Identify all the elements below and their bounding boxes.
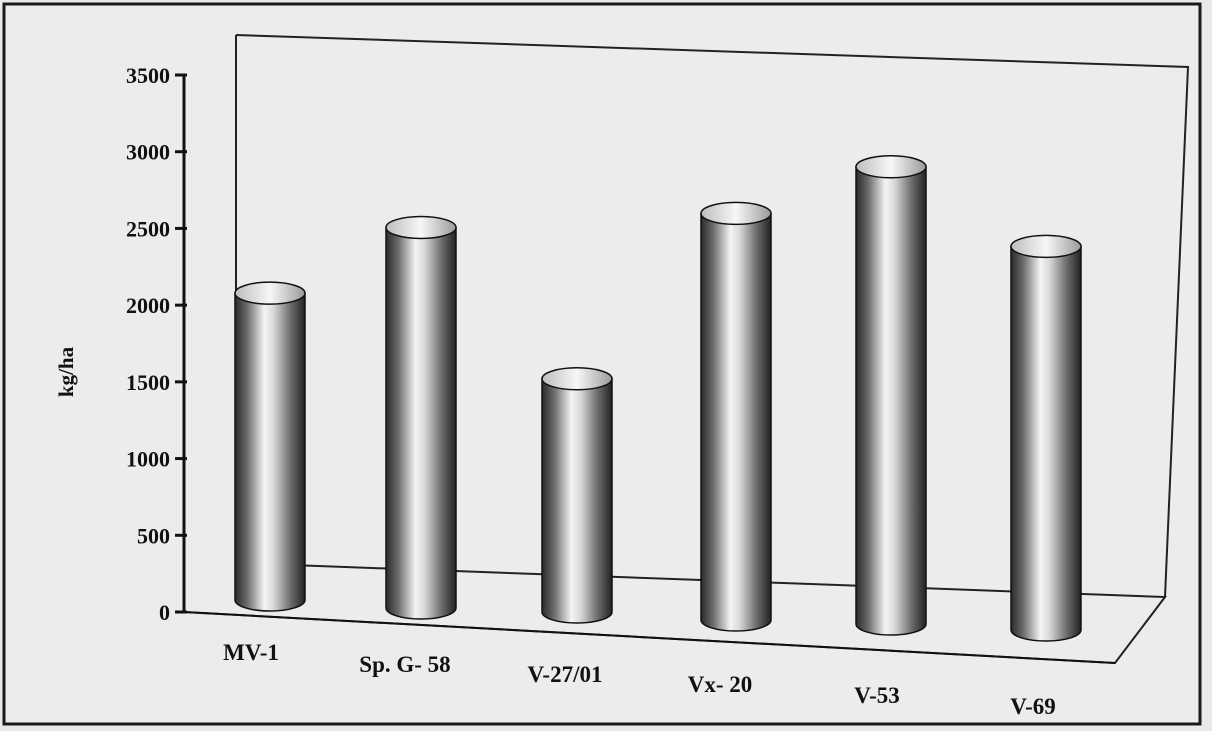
x-category-label: V-53 [854, 683, 900, 708]
y-tick-label: 0 [159, 600, 170, 625]
bar-body [385, 226, 457, 620]
bar-Sp. G- 58 [385, 215, 457, 620]
y-tick-label: 2000 [126, 293, 170, 318]
y-tick-label: 1500 [126, 370, 170, 395]
bar-body [855, 166, 927, 636]
bar-body [234, 292, 306, 612]
bar-body [700, 212, 772, 632]
x-category-label: MV-1 [223, 640, 279, 665]
x-category-label: V-69 [1010, 694, 1056, 719]
bars [234, 155, 1082, 642]
y-tick-label: 500 [137, 523, 170, 548]
bar-V-27/01 [541, 367, 613, 624]
back-wall [235, 34, 1190, 598]
x-axis-labels: MV-1 Sp. G- 58 V-27/01 Vx- 20 V-53 V-69 [223, 640, 1056, 719]
x-category-label: Vx- 20 [688, 672, 753, 697]
bar-top [385, 215, 457, 240]
x-category-label: Sp. G- 58 [359, 652, 450, 677]
bar-top [1010, 234, 1082, 259]
bar-MV-1 [234, 281, 306, 612]
bar-Vx- 20 [700, 201, 772, 632]
bar-top [234, 281, 306, 305]
bar-top [855, 155, 927, 179]
y-tick-label: 1000 [126, 447, 170, 472]
y-tick-label: 3000 [126, 140, 170, 165]
bar-top [541, 367, 613, 391]
bar-top [700, 201, 772, 226]
bar-V-53 [855, 155, 927, 636]
x-category-label: V-27/01 [528, 662, 603, 687]
y-axis: 0 500 1000 1500 2000 2500 3000 3500 [126, 63, 1116, 664]
bar-V-69 [1010, 234, 1082, 642]
y-axis-title: kg/ha [54, 346, 78, 397]
y-tick-label: 3500 [126, 63, 170, 88]
y-tick-label: 2500 [126, 216, 170, 241]
bar-body [1010, 245, 1082, 642]
x-axis-line [183, 611, 1116, 664]
bar-body [541, 378, 613, 624]
